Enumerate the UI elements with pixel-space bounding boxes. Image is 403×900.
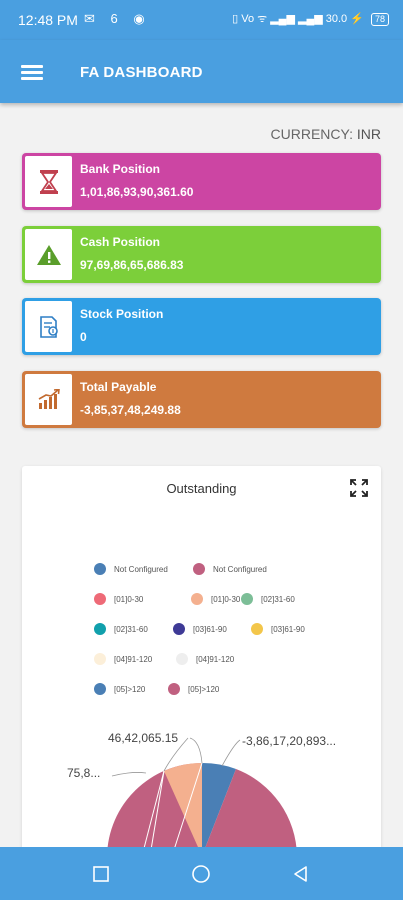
legend-color-dot	[94, 683, 106, 695]
slice-divider	[149, 770, 165, 856]
battery-icon: 78	[370, 12, 389, 26]
pie-data-label: -3,86,17,20,893...	[242, 734, 337, 748]
legend-label: [05]>120	[188, 684, 220, 694]
status-time: 12:48 PM	[18, 12, 78, 28]
pie-slice-peach	[164, 763, 202, 856]
system-nav-bar	[0, 847, 403, 900]
total-payable-title: Total Payable	[80, 380, 157, 394]
stock-position-value: 0	[80, 330, 87, 344]
legend-item[interactable]: Not Configured	[94, 563, 168, 575]
legend-item[interactable]: [05]>120	[94, 683, 145, 695]
back-triangle-icon[interactable]	[291, 864, 311, 884]
legend-color-dot	[191, 593, 203, 605]
legend-label: [04]91-120	[114, 654, 153, 664]
legend-color-dot	[94, 653, 106, 665]
legend-item[interactable]: [03]61-90	[173, 623, 227, 635]
expand-icon[interactable]	[349, 478, 369, 498]
legend-color-dot	[176, 653, 188, 665]
legend-color-dot	[193, 563, 205, 575]
legend-item[interactable]: Not Configured	[193, 563, 267, 575]
total-payable-value: -3,85,37,48,249.88	[80, 403, 181, 417]
legend-label: [03]61-90	[193, 624, 227, 634]
warning-icon	[25, 229, 72, 280]
legend-item[interactable]: [02]31-60	[241, 593, 295, 605]
bank-position-value: 1,01,86,93,90,361.60	[80, 185, 194, 199]
document-icon	[25, 301, 72, 352]
legend-label: [04]91-120	[196, 654, 235, 664]
total-payable-card[interactable]: Total Payable -3,85,37,48,249.88	[22, 371, 381, 428]
legend-label: Not Configured	[213, 564, 267, 574]
legend-label: [01]0-30	[211, 594, 241, 604]
pie-slice-right-blue	[202, 762, 236, 856]
legend-color-dot	[168, 683, 180, 695]
chart-title: Outstanding	[166, 481, 237, 496]
currency-value: INR	[356, 126, 381, 142]
legend-label: [02]31-60	[261, 594, 295, 604]
legend-label: [03]61-90	[271, 624, 305, 634]
legend-color-dot	[94, 563, 106, 575]
legend-label: [01]0-30	[114, 594, 144, 604]
currency-label: CURRENCY:	[270, 126, 353, 142]
bank-position-title: Bank Position	[80, 162, 161, 176]
leader-line	[163, 737, 189, 772]
legend-label: [02]31-60	[114, 624, 148, 634]
outstanding-chart-card: Outstanding Not Configured Not Configured…	[22, 466, 381, 856]
legend-item[interactable]: [01]0-30	[191, 593, 240, 605]
signal-icons: ▯ Vo ᯤ ▂▄▆ ▂▄▆ 30.0 ⚡	[232, 13, 364, 25]
menu-icon[interactable]	[21, 65, 43, 80]
cash-position-card[interactable]: Cash Position 97,69,86,65,686.83	[22, 226, 381, 283]
stock-position-card[interactable]: Stock Position 0	[22, 298, 381, 355]
bar-chart-icon	[25, 374, 72, 425]
legend-item[interactable]: [04]91-120	[176, 653, 234, 665]
slice-divider	[171, 762, 203, 856]
legend-label: [05]>120	[114, 684, 146, 694]
legend-item[interactable]: [03]61-90	[251, 623, 305, 635]
legend-item[interactable]: [02]31-60	[94, 623, 148, 635]
legend-item[interactable]: [05]>120	[168, 683, 219, 695]
stock-position-title: Stock Position	[80, 307, 164, 321]
notification-icons: ✉ 6 ◉	[84, 11, 151, 26]
leader-line	[221, 739, 241, 767]
app-bar: FA DASHBOARD	[0, 40, 403, 103]
legend-color-dot	[241, 593, 253, 605]
pie-data-label: 46,42,065.15	[108, 731, 179, 745]
legend-color-dot	[94, 623, 106, 635]
cash-position-title: Cash Position	[80, 235, 161, 249]
slice-divider	[141, 770, 165, 856]
legend-item[interactable]: [04]91-120	[94, 653, 152, 665]
pie-chart-render	[107, 737, 297, 856]
cash-position-value: 97,69,86,65,686.83	[80, 258, 184, 272]
bank-position-card[interactable]: Bank Position 1,01,86,93,90,361.60	[22, 153, 381, 210]
hourglass-icon	[25, 156, 72, 207]
legend-color-dot	[173, 623, 185, 635]
status-bar: 12:48 PM ✉ 6 ◉ ▯ Vo ᯤ ▂▄▆ ▂▄▆ 30.0 ⚡ 78	[0, 0, 403, 40]
leader-line	[111, 772, 147, 777]
pie-slice-right-mauve	[202, 769, 297, 856]
legend-color-dot	[251, 623, 263, 635]
pie-data-label: 75,8...	[67, 766, 101, 780]
leader-line	[189, 737, 203, 764]
legend-item[interactable]: [01]0-30	[94, 593, 143, 605]
legend-color-dot	[94, 593, 106, 605]
home-circle-icon[interactable]	[191, 864, 211, 884]
app-title: FA DASHBOARD	[80, 64, 203, 81]
system-icons: ▯ Vo ᯤ ▂▄▆ ▂▄▆ 30.0 ⚡ 78	[232, 11, 389, 26]
currency-indicator: CURRENCY: INR	[271, 126, 381, 142]
legend-label: Not Configured	[114, 564, 168, 574]
recents-square-icon[interactable]	[91, 864, 111, 884]
